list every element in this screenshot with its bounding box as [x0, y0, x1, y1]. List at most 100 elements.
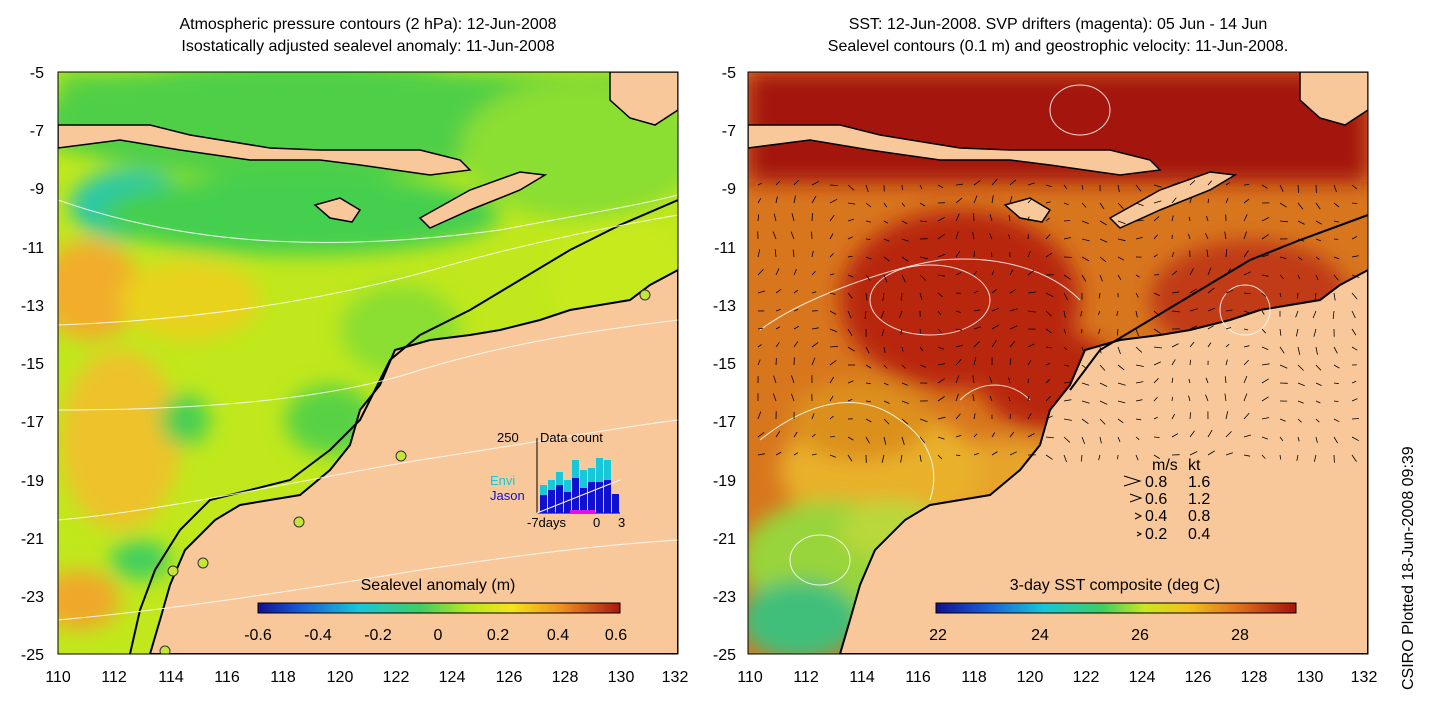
- velocity-arrow: [1171, 396, 1173, 402]
- y-tick: -19: [21, 473, 44, 490]
- velocity-arrow: [1081, 328, 1083, 334]
- velocity-arrow: [1189, 325, 1197, 330]
- velocity-arrow: [1333, 436, 1338, 444]
- velocity-arrow: [847, 398, 853, 402]
- velocity-arrow: [1279, 364, 1288, 369]
- velocity-arrow: [1243, 345, 1250, 348]
- velocity-arrow: [1135, 399, 1143, 402]
- velocity-arrow: [1117, 220, 1126, 225]
- velocity-arrow: [1027, 251, 1031, 258]
- y-tick: -13: [21, 298, 44, 315]
- velocity-arrow: [865, 382, 871, 385]
- velocity-arrow: [919, 292, 923, 300]
- velocity-arrow: [865, 418, 872, 423]
- velocity-arrow: [1261, 417, 1270, 420]
- velocity-arrow: [1351, 436, 1359, 442]
- velocity-arrow: [901, 202, 906, 207]
- velocity-arrow: [865, 202, 872, 208]
- y-tick: -5: [30, 65, 44, 82]
- velocity-arrow: [1135, 292, 1139, 298]
- velocity-arrow: [1243, 412, 1250, 420]
- velocity-arrow: [811, 453, 817, 456]
- sst-tick: 28: [1231, 627, 1249, 644]
- velocity-arrow: [773, 213, 777, 222]
- shelf-isobath: [129, 199, 678, 654]
- velocity-arrow: [1297, 256, 1303, 261]
- velocity-arrow: [882, 292, 885, 301]
- velocity-arrow: [847, 454, 853, 462]
- velocity-arrow: [1027, 270, 1034, 276]
- x-tick: 128: [552, 669, 579, 686]
- velocity-arrow: [1351, 255, 1359, 258]
- x-tick: 132: [1351, 669, 1378, 686]
- velocity-arrow: [919, 346, 924, 352]
- legend-ms: 0.2: [1145, 526, 1167, 543]
- velocity-arrow: [1045, 252, 1053, 258]
- velocity-arrow: [1225, 309, 1233, 312]
- velocity-arrow: [1224, 231, 1227, 240]
- velocity-arrow: [1045, 217, 1050, 222]
- velocity-arrow: [1207, 429, 1213, 438]
- velocity-arrow: [1171, 291, 1180, 294]
- sst-timor-island: [1108, 171, 1238, 229]
- velocity-arrow: [1207, 287, 1215, 294]
- legend-kt: 0.4: [1188, 526, 1210, 543]
- velocity-arrow: [1027, 413, 1032, 420]
- velocity-arrow: [1009, 196, 1013, 204]
- velocity-arrow: [1261, 346, 1269, 350]
- velocity-arrow: [883, 238, 890, 242]
- velocity-arrow: [1081, 184, 1084, 190]
- velocity-arrow: [1313, 454, 1317, 462]
- velocity-arrow: [1314, 292, 1317, 300]
- velocity-arrow: [864, 310, 867, 319]
- velocity-arrow: [1315, 238, 1322, 242]
- velocity-arrow: [1189, 430, 1195, 438]
- velocity-arrow: [900, 328, 903, 335]
- velocity-arrow: [811, 195, 817, 204]
- velocity-arrow: [1207, 307, 1216, 312]
- left-title-line2: Isostatically adjusted sealevel anomaly:…: [181, 38, 555, 55]
- y-tick: -9: [30, 181, 44, 198]
- velocity-arrow: [1045, 346, 1052, 349]
- velocity-arrow: [919, 202, 926, 207]
- velocity-arrow: [1351, 418, 1360, 420]
- velocity-arrow: [1153, 396, 1158, 402]
- velocity-arrow: [775, 288, 782, 294]
- velocity-arrow: [1098, 328, 1101, 335]
- velocity-arrow: [1099, 382, 1108, 387]
- velocity-arrow: [1171, 377, 1174, 384]
- velocity-arrow: [973, 309, 981, 312]
- velocity-arrow: [847, 202, 856, 205]
- velocity-arrow: [1171, 310, 1180, 313]
- x-tick: 112: [101, 669, 127, 686]
- velocity-arrow: [829, 184, 838, 186]
- velocity-arrow: [972, 375, 975, 384]
- legend-kt: 1.2: [1188, 491, 1210, 508]
- velocity-arrow: [1188, 378, 1191, 384]
- sla-colorbar-label: Sealevel anomaly (m): [361, 577, 516, 594]
- velocity-arrow: [1189, 197, 1192, 204]
- velocity-arrow: [973, 326, 982, 330]
- velocity-arrow: [829, 292, 836, 295]
- velocity-arrow: [1063, 184, 1068, 189]
- velocity-arrow: [811, 357, 816, 366]
- velocity-arrow: [989, 214, 993, 222]
- velocity-arrow: [955, 271, 962, 276]
- velocity-arrow: [1333, 220, 1340, 223]
- velocity-arrow: [1008, 234, 1011, 240]
- velocity-arrow: [1332, 310, 1335, 319]
- x-tick: 110: [45, 669, 71, 686]
- velocity-arrow: [1333, 274, 1339, 281]
- velocity-arrow: [1351, 310, 1356, 319]
- x-tick: 114: [158, 669, 184, 686]
- velocity-arrow: [793, 269, 797, 276]
- velocity-arrow: [1098, 454, 1101, 461]
- velocity-arrow: [1261, 363, 1270, 366]
- velocity-arrow: [1063, 454, 1067, 463]
- velocity-arrow: [1153, 254, 1158, 258]
- velocity-arrow: [1008, 377, 1011, 384]
- velocity-arrow: [1279, 292, 1282, 298]
- velocity-arrow: [773, 375, 777, 384]
- velocity-arrow: [793, 431, 798, 438]
